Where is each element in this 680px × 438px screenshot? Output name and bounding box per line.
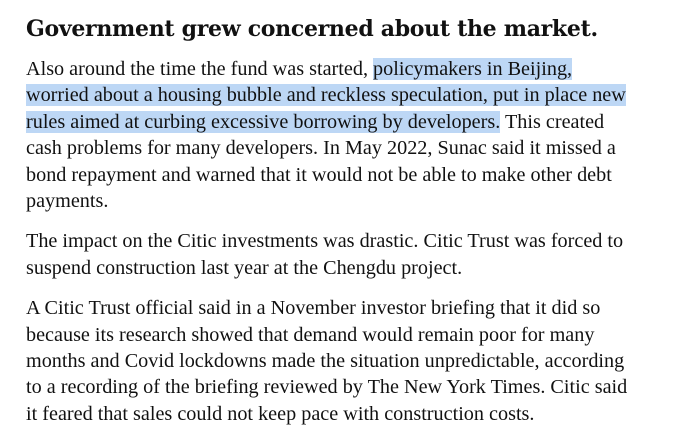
highlighted-text[interactable]: worried about a housing bubble and reckl… xyxy=(26,84,626,107)
text-line: The impact on the Citic investments was … xyxy=(26,230,624,253)
text-line: Also around the time the fund was starte… xyxy=(26,56,666,82)
paragraph-policymakers: Also around the time the fund was starte… xyxy=(26,56,666,214)
text-line: A Citic Trust official said in a Novembe… xyxy=(26,297,601,320)
text-line: months and Covid lockdowns made the situ… xyxy=(26,350,625,373)
text-span: This created xyxy=(500,110,605,133)
text-line: worried about a housing bubble and reckl… xyxy=(26,82,666,108)
text-line: suspend construction last year at the Ch… xyxy=(26,256,463,279)
article-headline: Government grew concerned about the mark… xyxy=(26,16,598,42)
text-line: payments. xyxy=(26,190,109,213)
text-line: to a recording of the briefing reviewed … xyxy=(26,376,628,399)
paragraph-investor-briefing: A Citic Trust official said in a Novembe… xyxy=(26,295,666,427)
text-line: it feared that sales could not keep pace… xyxy=(26,402,535,425)
text-line: rules aimed at curbing excessive borrowi… xyxy=(26,109,666,135)
text-line: bond repayment and warned that it would … xyxy=(26,163,612,186)
text-line: cash problems for many developers. In Ma… xyxy=(26,137,616,160)
text-span: Also around the time the fund was starte… xyxy=(26,58,374,80)
highlighted-text[interactable]: rules aimed at curbing excessive borrowi… xyxy=(26,110,501,133)
text-line: because its research showed that demand … xyxy=(26,323,595,346)
highlighted-text[interactable]: policymakers in Beijing, xyxy=(373,58,573,80)
article-body: Government grew concerned about the mark… xyxy=(26,0,666,427)
paragraph-citic-impact: The impact on the Citic investments was … xyxy=(26,228,666,281)
